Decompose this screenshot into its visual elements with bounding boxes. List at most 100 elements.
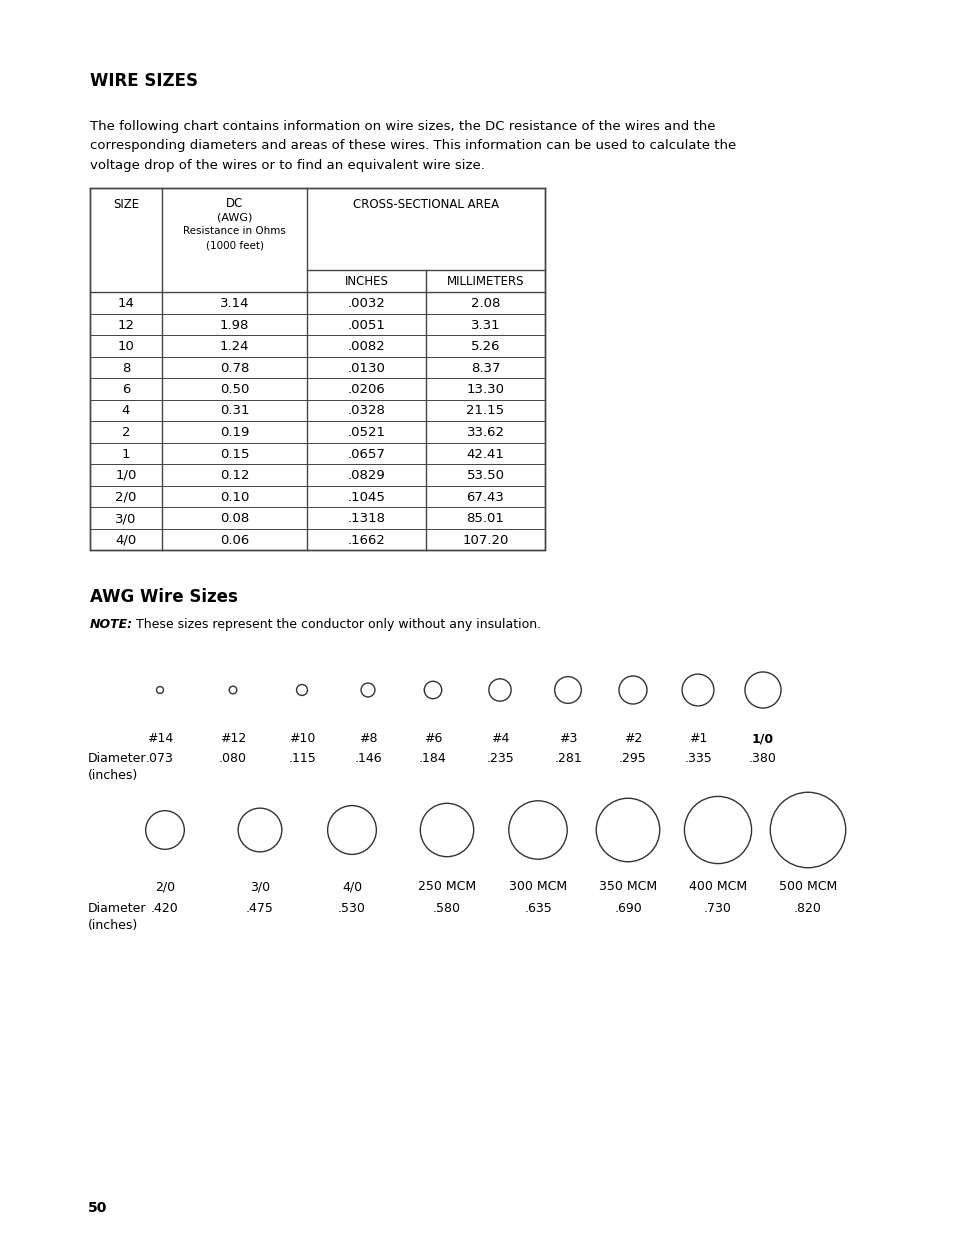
Text: 0.06: 0.06 <box>219 534 249 547</box>
Text: 107.20: 107.20 <box>462 534 508 547</box>
Text: 21.15: 21.15 <box>466 405 504 417</box>
Text: #4: #4 <box>490 732 509 745</box>
Text: These sizes represent the conductor only without any insulation.: These sizes represent the conductor only… <box>132 618 540 631</box>
Circle shape <box>618 676 646 704</box>
Text: DC: DC <box>226 198 243 210</box>
Circle shape <box>769 793 844 868</box>
Text: 2: 2 <box>122 426 131 438</box>
Text: 67.43: 67.43 <box>466 490 504 504</box>
Text: (AWG): (AWG) <box>216 212 252 222</box>
Text: 0.31: 0.31 <box>219 405 249 417</box>
Text: 3.31: 3.31 <box>470 319 499 331</box>
Text: 10: 10 <box>117 340 134 353</box>
Text: .0032: .0032 <box>347 296 385 310</box>
Text: #10: #10 <box>289 732 314 745</box>
Circle shape <box>229 687 236 694</box>
Text: .820: .820 <box>793 902 821 915</box>
Text: INCHES: INCHES <box>344 275 388 288</box>
Text: corresponding diameters and areas of these wires. This information can be used t: corresponding diameters and areas of the… <box>90 140 736 152</box>
Text: Diameter: Diameter <box>88 902 147 915</box>
Text: WIRE SIZES: WIRE SIZES <box>90 72 198 90</box>
Text: 4/0: 4/0 <box>115 534 136 547</box>
Text: #12: #12 <box>219 732 246 745</box>
Text: (inches): (inches) <box>88 769 138 782</box>
Text: .1318: .1318 <box>347 513 385 525</box>
Text: 0.15: 0.15 <box>219 447 249 461</box>
Circle shape <box>296 684 307 695</box>
Text: 12: 12 <box>117 319 134 331</box>
Circle shape <box>683 797 751 863</box>
Text: 2/0: 2/0 <box>154 881 175 893</box>
Text: .0130: .0130 <box>347 362 385 374</box>
Text: .281: .281 <box>554 752 581 764</box>
Text: .530: .530 <box>337 902 366 915</box>
Text: .475: .475 <box>246 902 274 915</box>
Text: 0.12: 0.12 <box>219 469 249 482</box>
Text: SIZE: SIZE <box>112 198 139 211</box>
Text: #3: #3 <box>558 732 577 745</box>
Text: .690: .690 <box>614 902 641 915</box>
Text: 5.26: 5.26 <box>470 340 499 353</box>
Text: AWG Wire Sizes: AWG Wire Sizes <box>90 588 237 606</box>
Text: .146: .146 <box>354 752 381 764</box>
Circle shape <box>488 679 511 701</box>
Text: .730: .730 <box>703 902 731 915</box>
Text: 42.41: 42.41 <box>466 447 504 461</box>
Text: .335: .335 <box>683 752 711 764</box>
Text: 3/0: 3/0 <box>115 513 136 525</box>
Text: .1045: .1045 <box>347 490 385 504</box>
Text: .1662: .1662 <box>347 534 385 547</box>
Text: 0.78: 0.78 <box>219 362 249 374</box>
Text: MILLIMETERS: MILLIMETERS <box>446 275 524 288</box>
Text: .080: .080 <box>219 752 247 764</box>
Text: 350 MCM: 350 MCM <box>598 881 657 893</box>
Text: .0829: .0829 <box>347 469 385 482</box>
Text: 8.37: 8.37 <box>470 362 499 374</box>
Text: 1: 1 <box>122 447 131 461</box>
Text: 50: 50 <box>88 1200 108 1215</box>
Text: .0657: .0657 <box>347 447 385 461</box>
Text: (inches): (inches) <box>88 919 138 932</box>
Text: #1: #1 <box>688 732 706 745</box>
Text: 1/0: 1/0 <box>115 469 136 482</box>
Circle shape <box>681 674 713 706</box>
Text: 13.30: 13.30 <box>466 383 504 396</box>
Text: 0.08: 0.08 <box>219 513 249 525</box>
Circle shape <box>156 687 163 694</box>
Text: 4: 4 <box>122 405 130 417</box>
Text: .380: .380 <box>748 752 776 764</box>
Text: CROSS-SECTIONAL AREA: CROSS-SECTIONAL AREA <box>353 198 498 211</box>
Text: 85.01: 85.01 <box>466 513 504 525</box>
Text: .235: .235 <box>486 752 514 764</box>
Text: 33.62: 33.62 <box>466 426 504 438</box>
Text: 14: 14 <box>117 296 134 310</box>
Text: 6: 6 <box>122 383 130 396</box>
Text: .420: .420 <box>151 902 179 915</box>
Text: (1000 feet): (1000 feet) <box>205 240 263 249</box>
Circle shape <box>360 683 375 697</box>
Text: 0.19: 0.19 <box>219 426 249 438</box>
Circle shape <box>420 803 474 857</box>
Text: Diameter: Diameter <box>88 752 147 764</box>
Text: #6: #6 <box>423 732 442 745</box>
Text: .295: .295 <box>618 752 646 764</box>
Circle shape <box>238 808 281 852</box>
Text: .0082: .0082 <box>347 340 385 353</box>
Text: #2: #2 <box>623 732 641 745</box>
Text: 500 MCM: 500 MCM <box>778 881 836 893</box>
Text: .0206: .0206 <box>347 383 385 396</box>
Text: .635: .635 <box>523 902 551 915</box>
Text: 1.98: 1.98 <box>219 319 249 331</box>
Circle shape <box>146 810 184 850</box>
Text: 2.08: 2.08 <box>471 296 499 310</box>
Text: The following chart contains information on wire sizes, the DC resistance of the: The following chart contains information… <box>90 120 715 133</box>
Text: voltage drop of the wires or to find an equivalent wire size.: voltage drop of the wires or to find an … <box>90 159 484 172</box>
Text: 1.24: 1.24 <box>219 340 249 353</box>
Text: Resistance in Ohms: Resistance in Ohms <box>183 226 286 236</box>
Circle shape <box>744 672 781 708</box>
Text: 3/0: 3/0 <box>250 881 270 893</box>
Text: #14: #14 <box>147 732 172 745</box>
Text: 2/0: 2/0 <box>115 490 136 504</box>
Bar <box>90 188 544 550</box>
Text: 400 MCM: 400 MCM <box>688 881 746 893</box>
